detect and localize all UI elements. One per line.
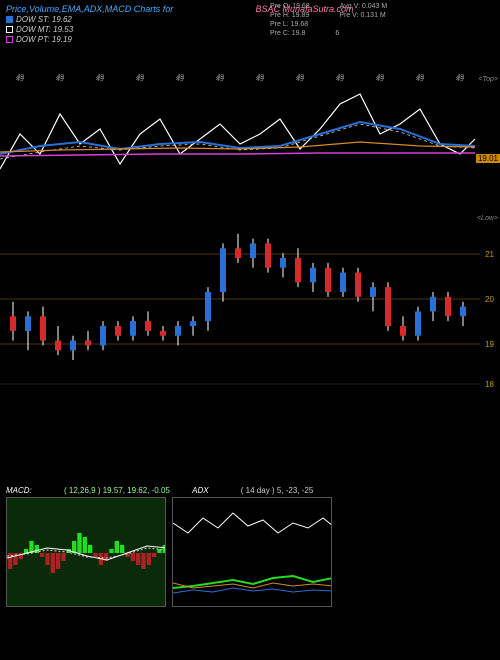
ohlc-row: Pre L: 19.68 (270, 20, 387, 29)
indicator-row (0, 497, 500, 607)
top-tag: <Top> (478, 76, 498, 83)
legend-row: DOW MT: 19.53 (6, 25, 494, 34)
svg-text:20: 20 (485, 295, 494, 304)
legend-row: DOW PT: 19.19 (6, 35, 494, 44)
adx-box (172, 497, 332, 607)
low-tag: <Low> (477, 215, 498, 222)
adx-title: ADX (192, 486, 208, 495)
indicator-labels: MACD: ( 12,26,9 ) 19.57, 19.62, -0.05 AD… (0, 484, 500, 497)
chart-header: Price,Volume,EMA,ADX,MACD Charts for BSA… (0, 0, 500, 60)
panel1-xlabels-bottom: 494949494949494949494949 (0, 74, 480, 222)
svg-text:19: 19 (485, 340, 494, 349)
title-left: Price,Volume,EMA,ADX,MACD Charts for (6, 4, 173, 14)
legend: DOW ST: 19.62DOW MT: 19.53DOW PT: 19.19 (6, 15, 494, 44)
ohlc-row: Pre C: 19.86 (270, 29, 387, 38)
svg-text:18: 18 (485, 380, 494, 389)
macd-title: MACD: (6, 486, 32, 495)
ohlc-block: Pre O: 19.68Avg V: 0.043 MPre H: 19.89Pr… (270, 2, 387, 38)
svg-text:21: 21 (485, 250, 494, 259)
candle-svg: 21 20 19 18 (0, 224, 500, 394)
candle-panel: 21 20 19 18 (0, 224, 500, 394)
macd-vals: ( 12,26,9 ) 19.57, 19.62, -0.05 (64, 486, 170, 495)
ema-panel: 494949494949494949494949 <Top> 19.01 494… (0, 74, 500, 224)
adx-vals: ( 14 day ) 5, -23, -25 (241, 486, 313, 495)
spacer (0, 394, 500, 484)
legend-label: DOW ST: 19.62 (16, 15, 72, 24)
legend-swatch (6, 36, 13, 43)
legend-label: DOW MT: 19.53 (16, 25, 73, 34)
legend-label: DOW PT: 19.19 (16, 35, 72, 44)
legend-swatch (6, 26, 13, 33)
macd-box (6, 497, 166, 607)
legend-swatch (6, 16, 13, 23)
ohlc-row: Pre H: 19.89Pre V: 0.131 M (270, 11, 387, 20)
header-titles: Price,Volume,EMA,ADX,MACD Charts for BSA… (6, 4, 494, 14)
ohlc-row: Pre O: 19.68Avg V: 0.043 M (270, 2, 387, 11)
legend-row: DOW ST: 19.62 (6, 15, 494, 24)
